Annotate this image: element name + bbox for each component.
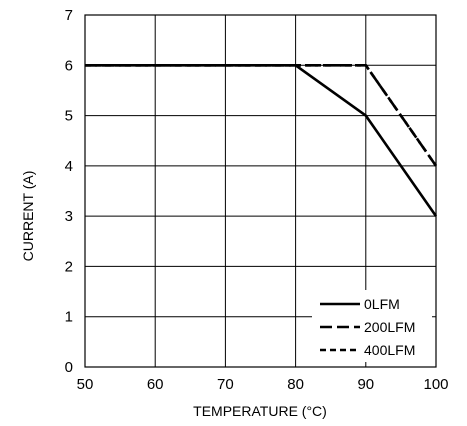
series-lines: [85, 63, 438, 217]
y-tick-label-2: 2: [65, 258, 73, 275]
y-tick-label-6: 6: [65, 57, 73, 74]
y-tick-label-3: 3: [65, 208, 73, 225]
y-tick-label-4: 4: [65, 158, 73, 175]
y-tick-label-5: 5: [65, 108, 73, 125]
series-line-400lfm: [85, 63, 438, 167]
x-tick-label-60: 60: [147, 376, 164, 393]
plot-border: [84, 14, 437, 368]
x-tick-label-70: 70: [217, 376, 234, 393]
y-axis-title: CURRENT (A): [20, 171, 36, 262]
plot-frame: [84, 14, 437, 368]
y-tick-label-7: 7: [65, 7, 73, 24]
legend-label-200lfm: 200LFM: [364, 319, 415, 335]
y-tick-label-1: 1: [65, 309, 73, 326]
legend: 0LFM 200LFM 400LFM: [312, 290, 432, 362]
x-tick-label-50: 50: [77, 376, 94, 393]
tick-labels: 0 1 2 3 4 5 6 7 50 60 70 80 90 100: [65, 7, 449, 393]
x-tick-label-90: 90: [357, 376, 374, 393]
legend-label-400lfm: 400LFM: [364, 342, 415, 358]
legend-label-0lfm: 0LFM: [364, 296, 400, 312]
x-axis-title: TEMPERATURE (°C): [193, 403, 327, 419]
x-tick-label-100: 100: [423, 376, 448, 393]
x-tick-label-80: 80: [287, 376, 304, 393]
y-tick-label-0: 0: [65, 359, 73, 376]
